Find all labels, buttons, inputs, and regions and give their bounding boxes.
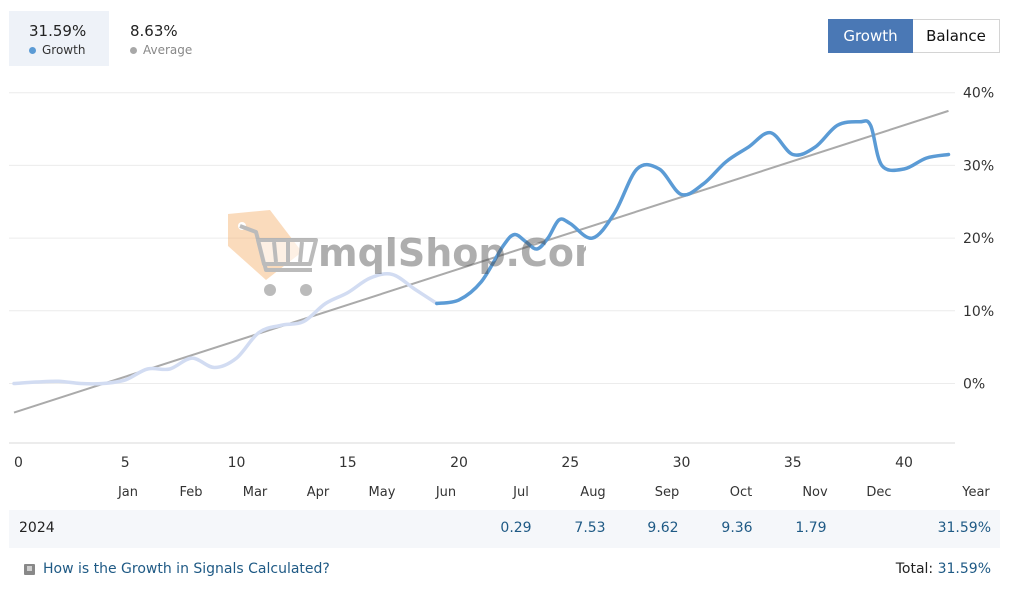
month-value-sep: 9.62 (647, 520, 679, 536)
month-label: Feb (179, 485, 202, 500)
y-tick-label: 30% (963, 158, 994, 174)
watermark-logo: mqlShop.Com (228, 210, 586, 296)
month-label: Jul (512, 485, 529, 500)
growth-summary-value: 31.59% (29, 22, 87, 40)
month-label: Mar (243, 485, 268, 500)
average-summary-legend: Average (130, 42, 220, 58)
month-label: May (369, 485, 396, 500)
x-tick-label: 20 (450, 455, 468, 471)
month-value-aug: 7.53 (574, 520, 606, 536)
month-label: Dec (866, 485, 891, 500)
growth-legend-dot-icon (29, 46, 36, 54)
x-tick-label: 35 (784, 455, 802, 471)
average-summary-value: 8.63% (130, 22, 178, 40)
chart-mode-toggle: Growth Balance (828, 19, 1000, 53)
price-tag-icon (228, 210, 302, 280)
footer-total-label: Total: (895, 561, 934, 577)
growth-calculation-help-link[interactable]: How is the Growth in Signals Calculated? (24, 561, 330, 577)
growth-line-faded (12, 272, 439, 386)
watermark-text: mqlShop.Com (318, 231, 586, 275)
x-tick-label: 10 (228, 455, 246, 471)
y-tick-label: 40% (963, 86, 994, 102)
y-tick-label: 10% (963, 304, 994, 320)
average-summary-box[interactable]: 8.63% Average (120, 11, 220, 66)
year-total-value: 31.59% (937, 520, 991, 536)
average-summary-label: Average (143, 43, 193, 57)
growth-summary-label: Growth (42, 43, 86, 57)
growth-tab-button[interactable]: Growth (828, 19, 913, 53)
month-label: Apr (307, 485, 330, 500)
month-label: Oct (730, 485, 752, 500)
month-value-oct: 9.36 (721, 520, 753, 536)
balance-tab-button[interactable]: Balance (913, 19, 1000, 53)
x-axis-ticks: 0 5 10 15 20 25 30 35 40 (14, 455, 913, 471)
month-label: Sep (655, 485, 680, 500)
x-tick-label: 25 (561, 455, 579, 471)
footer-total: Total: 31.59% (896, 561, 991, 577)
average-trend-line (13, 109, 949, 414)
month-value-nov: 1.79 (795, 520, 827, 536)
month-label: Jan (117, 485, 138, 500)
y-axis-ticks: 40% 30% 20% 10% 0% (963, 86, 994, 393)
x-tick-label: 5 (121, 455, 130, 471)
month-label: Year (961, 485, 990, 500)
x-tick-label: 40 (895, 455, 913, 471)
footer-total-value: 31.59% (937, 561, 991, 577)
grid-lines (9, 92, 955, 444)
x-tick-label: 30 (673, 455, 691, 471)
month-label: Jun (435, 485, 456, 500)
help-link-text: How is the Growth in Signals Calculated? (43, 561, 330, 577)
series-lines (12, 109, 951, 414)
shopping-cart-icon (239, 224, 318, 272)
month-labels: Jan Feb Mar Apr May Jun Jul Aug Sep Oct Nov Dec Year (117, 485, 990, 500)
growth-summary-box[interactable]: 31.59% Growth (9, 11, 109, 66)
month-label: Nov (802, 485, 828, 500)
x-tick-label: 0 (14, 455, 23, 471)
y-tick-label: 0% (963, 377, 985, 393)
x-tick-label: 15 (339, 455, 357, 471)
month-label: Aug (580, 485, 605, 500)
growth-summary-legend: Growth (29, 42, 109, 58)
growth-line (435, 119, 951, 306)
growth-chart: 40% 30% 20% 10% 0% 0 5 10 15 20 25 30 35 40 Jan Feb Ma… (9, 86, 994, 500)
year-results-row: 2024 0.29 7.53 9.62 9.36 1.79 31.59% (9, 510, 1000, 548)
info-book-icon (24, 563, 35, 575)
y-tick-label: 20% (963, 231, 994, 247)
year-label: 2024 (19, 520, 55, 536)
average-legend-dot-icon (130, 46, 137, 54)
month-value-jul: 0.29 (500, 520, 532, 536)
